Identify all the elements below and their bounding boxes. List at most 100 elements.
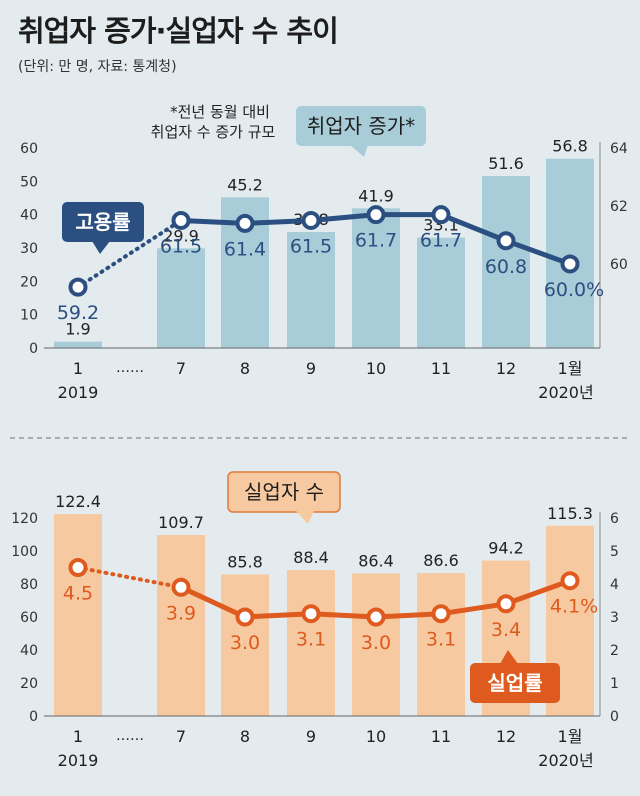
bar <box>352 573 400 716</box>
line-point <box>431 205 451 225</box>
category-label: 11 <box>431 359 451 378</box>
bar-value-label: 86.6 <box>423 551 459 570</box>
line-point <box>171 210 191 230</box>
line-value-label: 3.1 <box>296 629 326 651</box>
line-value-label: 61.4 <box>224 238 266 260</box>
category-label: 7 <box>176 727 186 746</box>
line-series-label: 고용률 <box>62 202 144 254</box>
category-label: 8 <box>240 359 250 378</box>
bar-value-label: 109.7 <box>158 513 204 532</box>
category-label: 9 <box>306 727 316 746</box>
bar-value-label: 41.9 <box>358 186 394 205</box>
bar <box>221 574 269 716</box>
category-label: 1월 <box>558 727 583 746</box>
line-value-label: 61.5 <box>290 235 332 257</box>
category-year-label: 2020년 <box>538 751 593 770</box>
bar <box>287 232 335 348</box>
line-point <box>560 254 580 274</box>
svg-text:실업률: 실업률 <box>487 671 542 695</box>
left-axis-tick: 60 <box>20 141 38 157</box>
line-point <box>68 277 88 297</box>
line-value-label: 60.8 <box>485 256 527 278</box>
left-axis-tick: 0 <box>29 709 38 725</box>
bar-value-label: 29.9 <box>163 226 199 245</box>
bar-value-label: 85.8 <box>227 552 263 571</box>
category-label: 10 <box>366 727 386 746</box>
bar-value-label: 51.6 <box>488 154 524 173</box>
line-value-label: 3.1 <box>426 629 456 651</box>
line-point <box>366 607 386 627</box>
bar-value-label: 86.4 <box>358 551 394 570</box>
left-axis-tick: 0 <box>29 341 38 357</box>
right-axis-tick: 64 <box>610 141 628 157</box>
right-axis-tick: 62 <box>610 199 628 215</box>
left-axis-tick: 30 <box>20 241 38 257</box>
section-divider <box>10 437 630 439</box>
line-point <box>301 210 321 230</box>
bar-value-label: 122.4 <box>55 492 101 511</box>
line-point <box>235 607 255 627</box>
category-label: 8 <box>240 727 250 746</box>
bar <box>157 534 205 716</box>
line-dotted-segment <box>76 218 183 290</box>
footnote-line-2: 취업자 수 증가 규모 <box>151 123 276 141</box>
category-label: 12 <box>496 359 516 378</box>
left-axis-tick: 40 <box>20 208 38 224</box>
line-point <box>431 604 451 624</box>
bar-value-label: 94.2 <box>488 539 524 558</box>
line-point <box>560 571 580 591</box>
page-title: 취업자 증가·실업자 수 추이 <box>18 14 339 48</box>
bar <box>157 248 205 348</box>
right-axis-tick: 1 <box>610 676 619 692</box>
category-label: 12 <box>496 727 516 746</box>
category-label: 1월 <box>558 359 583 378</box>
line-value-label: 61.7 <box>420 230 462 252</box>
bar <box>54 341 102 348</box>
bar-value-label: 88.4 <box>293 548 329 567</box>
line-value-label: 4.5 <box>63 583 93 605</box>
line-point <box>171 577 191 597</box>
left-axis-tick: 20 <box>20 274 38 290</box>
category-label: 1 <box>73 359 83 378</box>
line-value-label: 3.0 <box>230 632 260 654</box>
line-value-label: 61.5 <box>160 235 202 257</box>
svg-text:고용률: 고용률 <box>75 210 130 234</box>
line-value-label: 60.0% <box>544 279 604 301</box>
bar <box>417 237 465 348</box>
right-axis-tick: 2 <box>610 643 619 659</box>
right-axis-tick: 0 <box>610 709 619 725</box>
category-year-label: 2019 <box>58 751 99 770</box>
line-point <box>366 205 386 225</box>
right-axis-tick: 5 <box>610 544 619 560</box>
left-axis-tick: 60 <box>20 610 38 626</box>
left-axis-tick: 20 <box>20 676 38 692</box>
right-axis-tick: 4 <box>610 577 619 593</box>
left-axis-tick: 100 <box>11 544 38 560</box>
category-label: 7 <box>176 359 186 378</box>
right-axis-tick: 3 <box>610 610 619 626</box>
line-value-label: 59.2 <box>57 302 99 324</box>
bar <box>417 573 465 716</box>
svg-text:실업자 수: 실업자 수 <box>244 480 324 504</box>
bar <box>546 158 594 348</box>
line-value-label: 3.9 <box>166 602 196 624</box>
category-label: 10 <box>366 359 386 378</box>
footnote-line-1: *전년 동월 대비 <box>170 103 270 121</box>
left-axis-tick: 120 <box>11 511 38 527</box>
line-series-label: 실업률 <box>470 650 560 703</box>
bar-value-label: 56.8 <box>552 137 588 156</box>
left-axis-tick: 40 <box>20 643 38 659</box>
bar <box>287 570 335 716</box>
unit-source-note: (단위: 만 명, 자료: 통계청) <box>18 59 177 75</box>
left-axis-tick: 80 <box>20 577 38 593</box>
line-value-label: 4.1% <box>550 596 598 618</box>
category-label: 9 <box>306 359 316 378</box>
line-point <box>235 213 255 233</box>
left-axis-tick: 10 <box>20 308 38 324</box>
bar-value-label: 1.9 <box>65 320 90 339</box>
category-year-label: 2020년 <box>538 383 593 402</box>
axis-gap-marker: …… <box>116 728 144 744</box>
line-value-label: 3.0 <box>361 632 391 654</box>
bar-value-label: 115.3 <box>547 504 593 523</box>
